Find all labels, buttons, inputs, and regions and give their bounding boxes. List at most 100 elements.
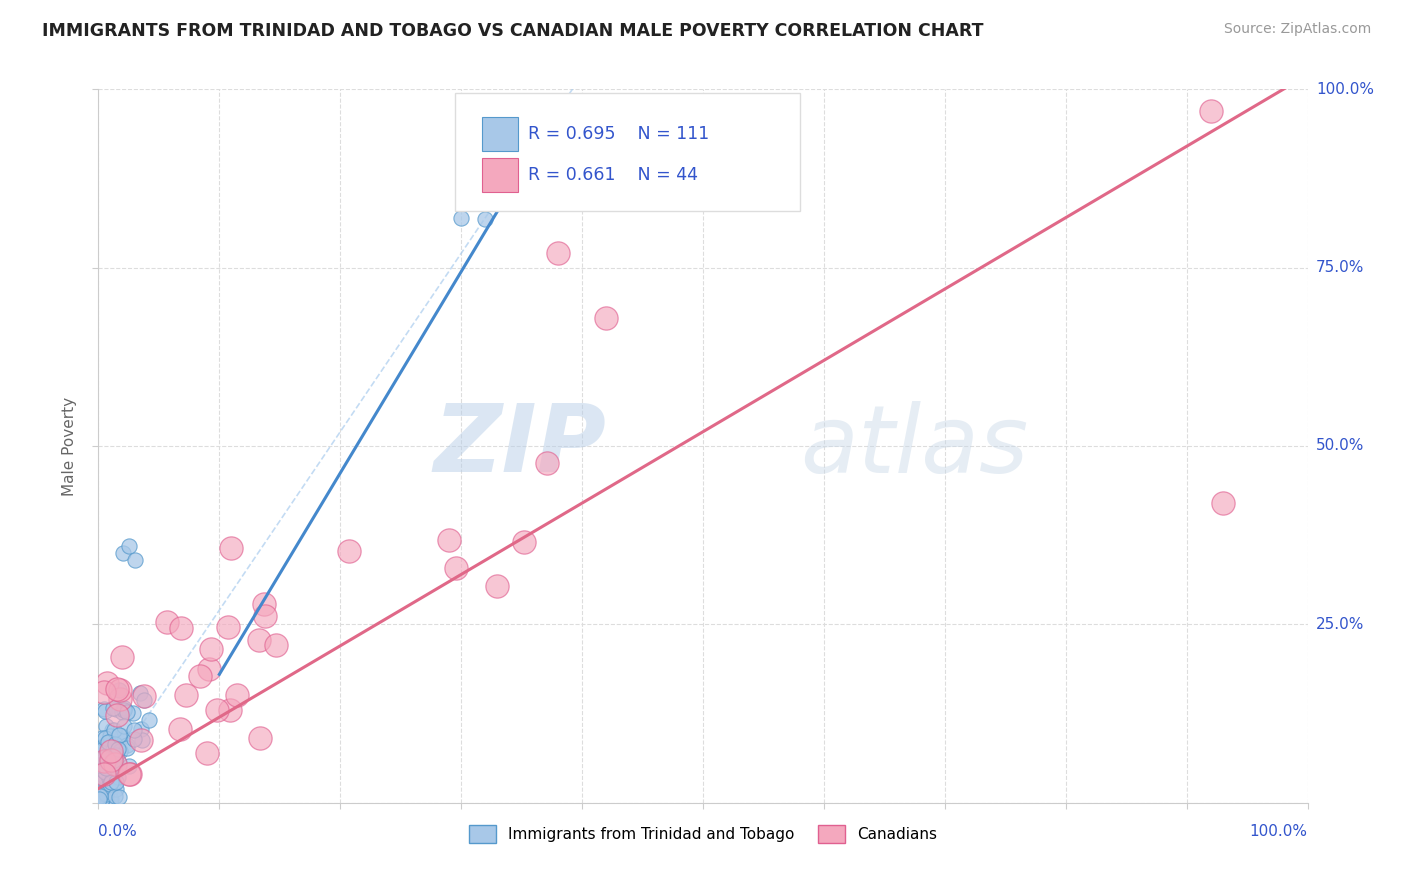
Point — [93, 769, 115, 783]
Point — [108, 682, 131, 697]
Point — [105, 748, 128, 763]
Point — [105, 681, 128, 696]
Point — [100, 723, 122, 738]
Text: 25.0%: 25.0% — [1316, 617, 1364, 632]
Point — [122, 731, 145, 746]
Point — [93, 702, 115, 716]
Point — [93, 791, 115, 805]
Point — [96, 761, 118, 775]
Point — [93, 754, 115, 768]
Point — [89, 772, 111, 786]
Point — [100, 792, 122, 806]
Point — [105, 775, 128, 789]
Point — [103, 739, 125, 754]
Point — [110, 730, 132, 744]
Point — [90, 731, 112, 745]
Point — [96, 719, 118, 733]
Point — [91, 763, 114, 777]
Bar — [482, 117, 517, 152]
Point — [93, 772, 115, 787]
Point — [89, 789, 111, 804]
Point — [98, 760, 121, 774]
Point — [118, 759, 141, 773]
Point — [108, 732, 131, 747]
Point — [174, 688, 197, 702]
Point — [87, 792, 110, 806]
Point — [534, 118, 557, 132]
Point — [104, 781, 127, 796]
Point — [249, 633, 271, 648]
Point — [101, 756, 124, 771]
Text: 100.0%: 100.0% — [1250, 824, 1308, 839]
Point — [94, 753, 117, 767]
Point — [474, 212, 496, 227]
Point — [104, 765, 127, 780]
Point — [124, 553, 146, 567]
Point — [97, 735, 120, 749]
Point — [254, 609, 277, 624]
Point — [90, 792, 112, 806]
Point — [124, 723, 146, 737]
Point — [523, 118, 546, 132]
Point — [205, 703, 228, 717]
Point — [98, 766, 121, 780]
Point — [108, 789, 131, 804]
Point — [93, 685, 115, 699]
Point — [87, 766, 110, 780]
Point — [100, 777, 122, 791]
Point — [107, 756, 129, 770]
Point — [96, 675, 118, 690]
Point — [89, 767, 111, 781]
Bar — [482, 158, 517, 192]
Point — [96, 764, 118, 778]
Point — [131, 733, 153, 747]
Point — [97, 763, 120, 777]
Point — [134, 689, 156, 703]
Point — [96, 736, 118, 750]
Text: IMMIGRANTS FROM TRINIDAD AND TOBAGO VS CANADIAN MALE POVERTY CORRELATION CHART: IMMIGRANTS FROM TRINIDAD AND TOBAGO VS C… — [42, 22, 984, 40]
Point — [94, 755, 117, 769]
Point — [101, 701, 124, 715]
Text: 0.0%: 0.0% — [98, 824, 138, 839]
Point — [87, 747, 110, 762]
Point — [200, 642, 222, 657]
Point — [101, 755, 124, 769]
Point — [129, 732, 152, 747]
Point — [253, 597, 276, 611]
Point — [103, 723, 125, 738]
Point — [595, 310, 617, 325]
Point — [91, 792, 114, 806]
Legend: Immigrants from Trinidad and Tobago, Canadians: Immigrants from Trinidad and Tobago, Can… — [463, 819, 943, 848]
Point — [100, 751, 122, 765]
Point — [104, 702, 127, 716]
Point — [93, 738, 115, 752]
Point — [219, 703, 242, 717]
Point — [156, 615, 179, 629]
Point — [93, 781, 115, 796]
Point — [87, 792, 110, 806]
Point — [536, 456, 558, 470]
Text: R = 0.695    N = 111: R = 0.695 N = 111 — [527, 125, 709, 143]
Text: ZIP: ZIP — [433, 400, 606, 492]
Point — [115, 740, 138, 755]
Point — [188, 669, 211, 683]
Point — [90, 739, 112, 754]
Point — [134, 693, 156, 707]
Point — [486, 191, 509, 205]
Point — [93, 771, 115, 785]
Point — [89, 753, 111, 767]
Point — [112, 703, 135, 717]
Point — [111, 546, 134, 560]
FancyBboxPatch shape — [456, 93, 800, 211]
Point — [118, 767, 141, 781]
Point — [97, 780, 120, 794]
Point — [100, 753, 122, 767]
Point — [225, 688, 247, 702]
Point — [100, 744, 122, 758]
Point — [198, 662, 221, 676]
Point — [105, 708, 128, 723]
Point — [105, 762, 128, 776]
Point — [97, 753, 120, 767]
Point — [91, 740, 114, 755]
Point — [100, 792, 122, 806]
